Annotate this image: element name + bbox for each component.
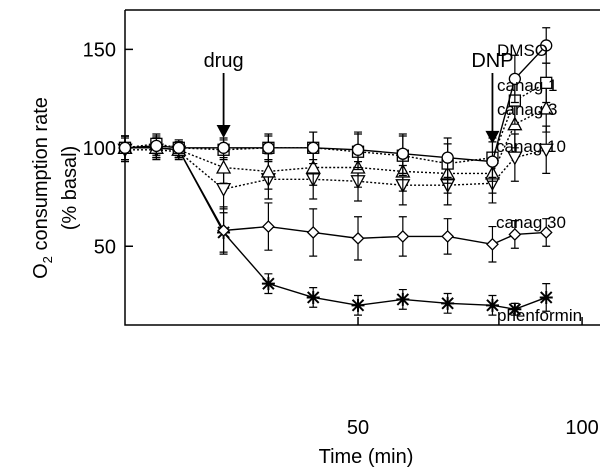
- data-point: [173, 142, 184, 153]
- arrow-head: [217, 125, 231, 138]
- series-line: [125, 148, 546, 309]
- series-canag-1: [120, 63, 552, 183]
- data-point: [217, 161, 230, 173]
- data-point: [352, 299, 365, 312]
- x-axis: 50 100: [347, 317, 599, 439]
- data-point: [218, 142, 229, 153]
- data-point: [397, 231, 408, 242]
- data-point: [442, 152, 453, 163]
- series-line: [125, 83, 546, 164]
- annotation-label: drug: [204, 50, 244, 72]
- series-line: [125, 150, 546, 189]
- data-point: [487, 239, 498, 250]
- series-canag-3: [119, 85, 553, 193]
- series-label: canag 10: [496, 137, 566, 156]
- data-point: [540, 291, 553, 304]
- data-point: [262, 277, 275, 290]
- x-tick-label: 50: [347, 417, 369, 439]
- data-point: [396, 293, 409, 306]
- data-point: [262, 165, 275, 177]
- series-line: [125, 148, 546, 244]
- series-label: canag 1: [497, 76, 558, 95]
- data-point: [308, 142, 319, 153]
- plot-area: 50 100 150 50 100 drug DNP DMSO canag 1 canag …: [83, 10, 600, 439]
- series-canag-10: [119, 126, 553, 209]
- y-tick-label: 50: [94, 236, 116, 258]
- series-label: canag 30: [496, 213, 566, 232]
- data-point: [308, 227, 319, 238]
- y-axis-title-line2: (% basal): [59, 146, 81, 230]
- y-tick-label: 150: [83, 39, 116, 61]
- data-point: [120, 142, 131, 153]
- annotations: drug DNP: [204, 50, 514, 144]
- series-line: [125, 108, 546, 173]
- data-point: [217, 184, 230, 196]
- data-point: [487, 156, 498, 167]
- annotation-drug: drug: [204, 50, 244, 138]
- data-point: [353, 144, 364, 155]
- annotation-dnp: DNP: [471, 50, 513, 144]
- x-axis-title: Time (min): [319, 446, 414, 468]
- y-axis-title-line1: O2 consumption rate: [30, 97, 55, 279]
- series-label: DMSO: [497, 41, 548, 60]
- y-tick-label: 100: [83, 138, 116, 160]
- series-label: canag 3: [497, 100, 558, 119]
- x-tick-label: 100: [565, 417, 598, 439]
- data-point: [442, 231, 453, 242]
- data-point: [441, 297, 454, 310]
- series-labels: DMSO canag 1 canag 3 canag 10 canag 30 phenfo…: [496, 41, 582, 325]
- data-point: [263, 221, 274, 232]
- data-point: [151, 140, 162, 151]
- data-point: [397, 148, 408, 159]
- data-point: [263, 142, 274, 153]
- series-label: phenformin: [497, 306, 582, 325]
- data-point: [307, 291, 320, 304]
- data-point: [353, 233, 364, 244]
